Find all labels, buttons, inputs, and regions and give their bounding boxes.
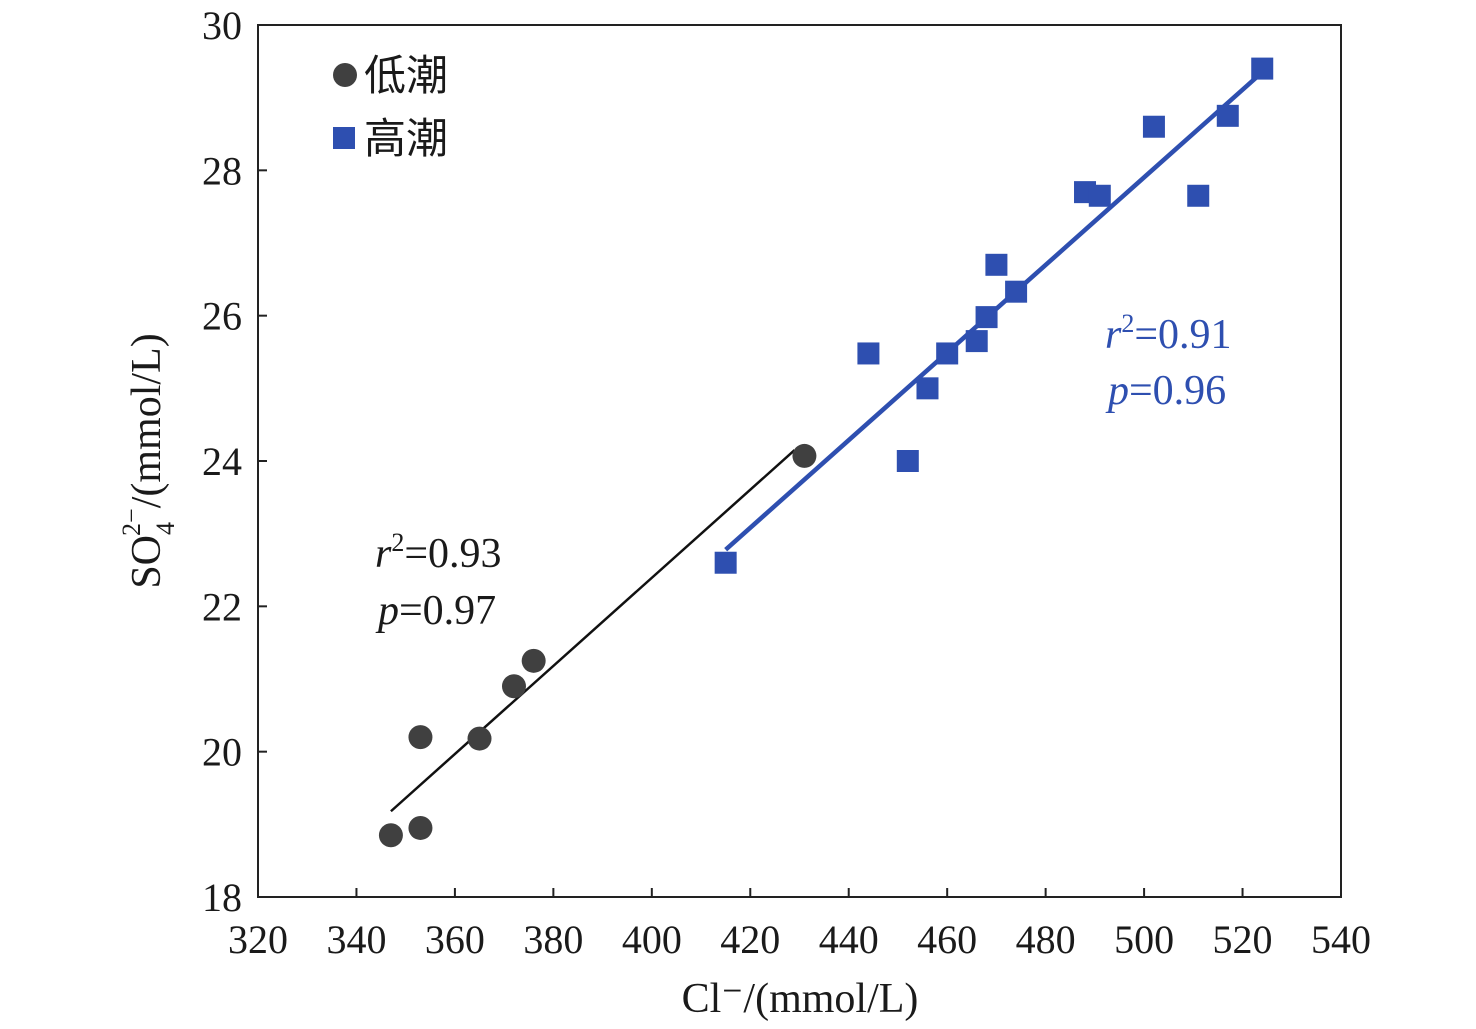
y-axis-title-suffix: /(mmol/L) xyxy=(124,333,170,508)
y-tick-label: 18 xyxy=(202,875,242,920)
annotation-low-r-value: =0.93 xyxy=(404,531,501,577)
annotation-high-p-value: =0.96 xyxy=(1129,368,1226,414)
annotation-high-tide: r2=0.91 p=0.96 xyxy=(1105,309,1232,414)
annotation-low-tide: r2=0.93 p=0.97 xyxy=(375,528,502,634)
x-tick-label: 360 xyxy=(425,917,485,962)
low-tide-point xyxy=(408,815,433,840)
y-axis-title-sub: 4 xyxy=(151,522,180,535)
y-axis-ticks: 18 20 22 24 26 28 30 xyxy=(202,3,267,920)
high-tide-points xyxy=(714,57,1274,574)
high-tide-point xyxy=(896,450,919,472)
annotation-low-p-symbol: p xyxy=(375,588,399,634)
low-tide-point xyxy=(378,823,403,848)
x-tick-label: 420 xyxy=(720,917,780,962)
high-tide-point xyxy=(965,330,988,353)
x-axis-ticks: 320 340 360 380 400 420 440 460 480 500 520 540 xyxy=(228,888,1371,962)
low-tide-points xyxy=(378,443,817,848)
annotation-high-r-sup: 2 xyxy=(1121,309,1134,338)
high-tide-point xyxy=(985,253,1008,276)
x-tick-label: 460 xyxy=(917,917,977,962)
high-tide-point xyxy=(1142,115,1165,138)
y-axis-title-prefix: SO xyxy=(124,535,170,589)
legend: 低潮 高潮 xyxy=(333,54,448,163)
annotation-low-r-symbol: r xyxy=(375,531,392,577)
y-tick-label: 20 xyxy=(202,730,242,775)
legend-label-high-tide: 高潮 xyxy=(364,117,448,163)
y-tick-label: 22 xyxy=(202,584,242,629)
legend-marker-high-tide xyxy=(333,127,355,149)
x-tick-label: 400 xyxy=(622,917,682,962)
annotation-low-p-value: =0.97 xyxy=(399,588,496,634)
annotation-low-r2: r2=0.93 xyxy=(375,528,502,577)
low-tide-fit-line xyxy=(390,449,796,813)
high-tide-point xyxy=(936,342,959,365)
high-tide-point xyxy=(714,551,737,574)
low-tide-point xyxy=(792,443,817,468)
y-tick-label: 26 xyxy=(202,294,242,339)
high-tide-point xyxy=(1187,184,1210,207)
low-tide-point xyxy=(521,648,546,673)
low-tide-point xyxy=(408,725,433,750)
annotation-high-p-symbol: p xyxy=(1105,368,1129,414)
y-tick-label: 24 xyxy=(202,439,242,484)
x-tick-label: 440 xyxy=(819,917,879,962)
high-tide-point xyxy=(916,377,939,400)
high-tide-point xyxy=(1005,280,1028,303)
x-tick-label: 480 xyxy=(1016,917,1076,962)
x-axis-title: Cl⁻/(mmol/L) xyxy=(682,976,919,1022)
high-tide-point xyxy=(1216,104,1239,127)
x-tick-label: 500 xyxy=(1114,917,1174,962)
high-tide-point xyxy=(1251,57,1274,80)
x-tick-label: 380 xyxy=(523,917,583,962)
annotation-low-r-sup: 2 xyxy=(391,528,404,557)
x-tick-label: 340 xyxy=(326,917,386,962)
y-axis-title: SO4 2−/(mmol/L) xyxy=(117,333,180,588)
low-tide-point xyxy=(501,674,526,699)
legend-marker-low-tide xyxy=(333,63,357,87)
high-tide-point xyxy=(1088,184,1111,207)
legend-label-low-tide: 低潮 xyxy=(364,54,448,100)
y-tick-label: 28 xyxy=(202,148,242,193)
annotation-high-r-value: =0.91 xyxy=(1134,312,1231,358)
x-tick-label: 520 xyxy=(1213,917,1273,962)
y-tick-label: 30 xyxy=(202,3,242,48)
high-tide-point xyxy=(857,342,880,365)
annotation-high-p: p=0.96 xyxy=(1105,368,1226,414)
high-tide-point xyxy=(975,306,998,329)
annotation-low-p: p=0.97 xyxy=(375,588,496,634)
y-axis-title-sup: 2− xyxy=(117,508,146,536)
annotation-high-r-symbol: r xyxy=(1105,312,1122,358)
fit-lines xyxy=(390,70,1264,813)
annotation-high-r2: r2=0.91 xyxy=(1105,309,1232,358)
x-tick-label: 540 xyxy=(1311,917,1371,962)
low-tide-point xyxy=(467,726,492,751)
x-tick-label: 320 xyxy=(228,917,288,962)
